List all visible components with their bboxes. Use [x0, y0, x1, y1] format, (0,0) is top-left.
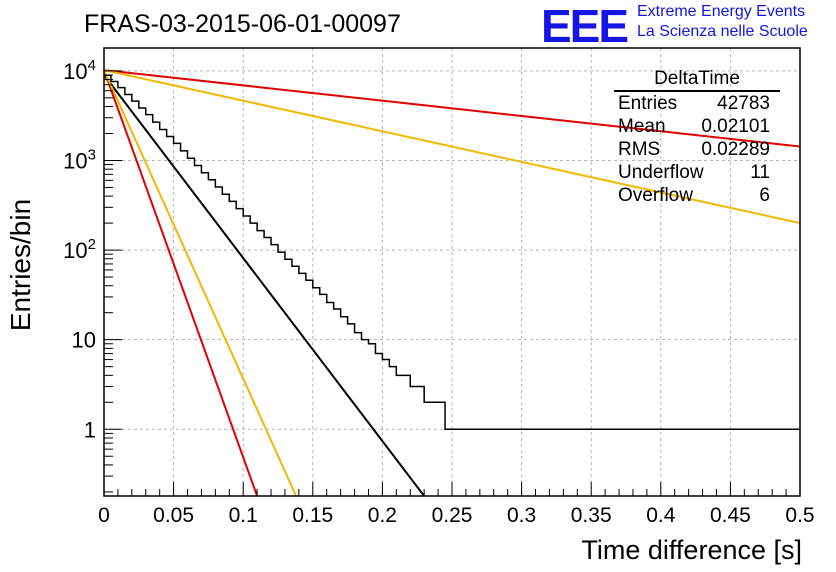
fit-lines: [103, 69, 801, 497]
x-tick-label: 0.4: [646, 504, 676, 527]
stats-row-rms: RMS 0.02289: [610, 138, 780, 161]
y-tick-label: 102: [63, 236, 96, 263]
logo-caption-line1: Extreme Energy Events: [637, 3, 806, 20]
axes: 0 0.05 0.1 0.15 0.2 0.25 0.3 0.35 0.4 0.45 0.5 1 10 1…: [63, 57, 814, 527]
x-tick-label: 0.25: [432, 504, 473, 527]
stats-label: Entries: [618, 93, 678, 114]
fit-line: [103, 69, 298, 497]
histogram-steps: [104, 74, 800, 431]
stats-row-overflow: Overflow 6: [610, 184, 780, 207]
x-tick-label: 0.05: [153, 504, 194, 527]
stats-label: Mean: [618, 116, 666, 137]
x-tick-label: 0.35: [571, 504, 612, 527]
stats-value: 42783: [717, 93, 770, 114]
stats-title: DeltaTime: [614, 68, 780, 92]
y-tick-label: 1: [84, 417, 96, 442]
x-tick-label: 0: [98, 504, 110, 527]
logo-caption-line2: La Scienza nelle Scuole: [637, 23, 808, 40]
y-tick-label: 104: [63, 57, 96, 84]
stats-value: 0.02101: [701, 116, 770, 137]
eee-logo: EEE: [541, 0, 629, 52]
x-tick-label: 0.2: [368, 504, 397, 527]
x-tick-label: 0.1: [229, 504, 258, 527]
fit-line: [103, 69, 801, 225]
stats-value: 0.02289: [701, 139, 770, 160]
stats-value: 6: [759, 185, 770, 206]
grid-lines: [104, 48, 800, 496]
x-tick-label: 0.45: [710, 504, 751, 527]
x-tick-label: 0.3: [507, 504, 536, 527]
stats-label: RMS: [618, 139, 661, 160]
y-tick-label: 103: [63, 146, 96, 173]
y-axis-label: Entries/bin: [5, 198, 36, 332]
stats-label: Underflow: [618, 162, 704, 183]
x-tick-label: 0.15: [292, 504, 333, 527]
x-tick-label: 0.5: [785, 504, 814, 527]
histogram: [104, 74, 800, 431]
fit-line: [103, 74, 425, 497]
fit-line: [103, 69, 801, 148]
y-tick-label: 10: [72, 328, 96, 353]
stats-row-mean: Mean 0.02101: [610, 115, 780, 138]
stats-row-underflow: Underflow 11: [610, 161, 780, 184]
stats-value: 11: [750, 162, 770, 183]
x-axis-label: Time difference [s]: [581, 535, 802, 565]
plot-title: FRAS-03-2015-06-01-00097: [84, 10, 401, 38]
logo-caption: Extreme Energy Events La Scienza nelle S…: [637, 2, 808, 42]
stats-row-entries: Entries 42783: [610, 92, 780, 115]
stats-box: DeltaTime Entries 42783 Mean 0.02101 RMS 0.…: [610, 68, 780, 207]
stats-label: Overflow: [618, 185, 693, 206]
fit-line: [103, 69, 259, 497]
